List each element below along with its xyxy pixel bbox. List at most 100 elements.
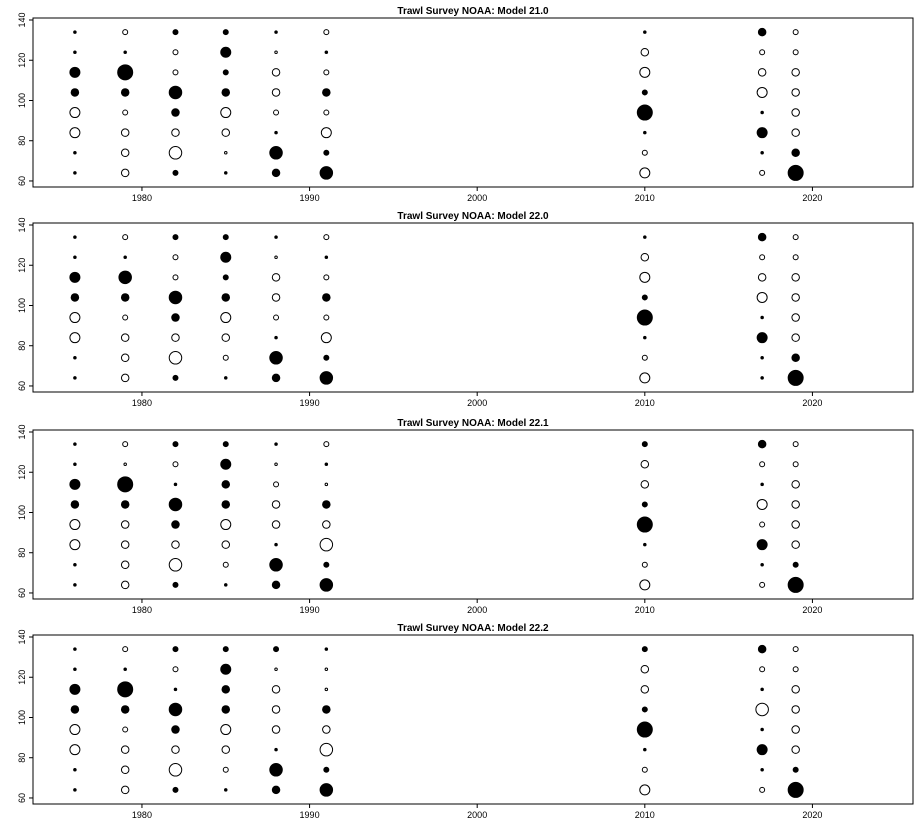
bubble-point — [271, 500, 281, 509]
bubble-point — [120, 765, 130, 775]
bubble-point — [641, 149, 648, 156]
bubble-point — [756, 86, 768, 98]
bubble-point — [221, 480, 231, 489]
x-tick-label: 2020 — [802, 605, 822, 615]
bubble-point — [118, 270, 132, 285]
bubble-point — [274, 255, 278, 259]
bubble-point — [274, 442, 278, 446]
bubble-point — [274, 30, 278, 34]
panel-title: Trawl Survey NOAA: Model 22.0 — [397, 211, 549, 222]
bubble-point — [322, 500, 331, 509]
bubble-point — [792, 461, 799, 468]
bubble-point — [791, 128, 800, 137]
bubble-point — [73, 768, 77, 772]
bubble-point — [643, 542, 647, 547]
bubble-point — [757, 439, 767, 449]
bubble-point — [222, 646, 229, 653]
bubble-point — [640, 685, 650, 694]
bubble-point — [640, 664, 650, 674]
bubble-point — [757, 232, 767, 242]
bubble-point — [221, 500, 231, 509]
bubble-point — [792, 666, 799, 673]
bubble-point — [70, 293, 80, 302]
bubble-point — [641, 354, 648, 361]
bubble-point — [168, 702, 183, 717]
bubble-point — [319, 166, 334, 180]
bubble-point — [760, 356, 764, 360]
bubble-point — [639, 372, 651, 384]
bubble-point — [643, 747, 647, 752]
bubble-point — [172, 441, 179, 448]
bubble-point — [69, 271, 81, 283]
y-tick-label: 80 — [17, 753, 27, 763]
bubble-point — [168, 763, 183, 777]
bubble-point — [274, 130, 278, 135]
bubble-point — [792, 29, 799, 36]
bubble-point — [271, 785, 281, 795]
bubble-point — [320, 127, 332, 139]
bubble-point — [171, 540, 180, 549]
bubble-point — [324, 667, 329, 671]
bubble-point — [322, 725, 331, 734]
bubble-point — [73, 788, 77, 792]
bubble-point — [641, 89, 648, 96]
bubble-point — [117, 681, 134, 698]
bubble-point — [641, 766, 648, 773]
bubble-point — [168, 85, 183, 100]
bubble-point — [69, 127, 81, 139]
plot-frame — [32, 222, 914, 393]
bubble-point — [787, 164, 804, 181]
bubble-point — [120, 148, 130, 158]
bubble-point — [756, 539, 768, 551]
bubble-point — [274, 542, 278, 547]
bubble-point — [756, 744, 768, 756]
bubble-point — [73, 235, 77, 239]
bubble-point — [120, 540, 130, 549]
bubble-point — [73, 647, 77, 651]
bubble-point — [221, 745, 231, 754]
bubble-point — [639, 167, 651, 179]
bubble-point — [323, 441, 330, 448]
bubble-point — [319, 371, 334, 385]
bubble-point — [639, 271, 651, 283]
bubble-point — [319, 578, 334, 592]
bubble-point — [792, 441, 799, 448]
bubble-point — [755, 702, 769, 717]
x-tick-label: 2010 — [635, 605, 655, 615]
bubble-point — [224, 151, 228, 155]
bubble-point — [320, 332, 332, 344]
x-tick-label: 1990 — [300, 398, 320, 408]
bubble-point — [323, 109, 330, 116]
bubble-point — [271, 520, 281, 529]
bubble-point — [271, 580, 281, 590]
plot-frame — [32, 17, 914, 188]
bubble-point — [171, 725, 180, 734]
bubble-point — [172, 461, 179, 468]
bubble-point — [123, 667, 127, 671]
bubble-point — [271, 685, 281, 694]
bubble-point — [73, 667, 77, 671]
bubble-point — [69, 519, 81, 531]
bubble-point — [70, 705, 80, 714]
bubble-point — [319, 783, 334, 797]
bubble-point — [323, 766, 330, 773]
bubble-point — [643, 335, 647, 340]
bubble-point — [222, 766, 229, 773]
bubble-point — [640, 47, 650, 57]
bubble-point — [274, 667, 278, 671]
bubble-point — [273, 314, 280, 321]
bubble-point — [323, 274, 330, 281]
y-tick-label: 80 — [17, 548, 27, 558]
bubble-point — [274, 462, 278, 466]
bubble-point — [319, 742, 334, 757]
bubble-point — [171, 333, 180, 342]
y-tick-label: 60 — [17, 176, 27, 186]
bubble-point — [120, 168, 130, 178]
bubble-point — [222, 441, 229, 448]
bubble-point — [757, 27, 767, 37]
bubble-point — [322, 520, 331, 529]
bubble-point — [792, 561, 799, 568]
bubble-point — [323, 69, 330, 76]
bubble-point — [73, 30, 77, 34]
